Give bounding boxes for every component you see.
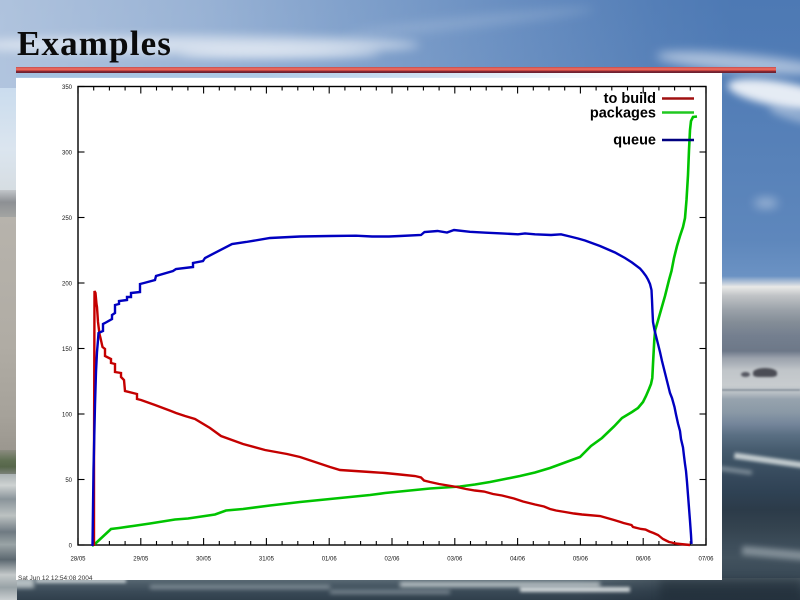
svg-text:250: 250	[62, 216, 73, 222]
svg-text:150: 150	[62, 347, 73, 353]
svg-text:0: 0	[69, 543, 73, 549]
svg-text:packages: packages	[590, 106, 656, 122]
svg-text:07/06: 07/06	[698, 557, 714, 563]
svg-text:29/05: 29/05	[133, 557, 149, 563]
svg-text:03/06: 03/06	[447, 557, 463, 563]
svg-text:06/06: 06/06	[636, 557, 652, 563]
svg-text:200: 200	[62, 281, 73, 287]
svg-text:28/05: 28/05	[70, 557, 86, 563]
svg-text:queue: queue	[613, 133, 656, 149]
svg-text:to build: to build	[604, 91, 656, 107]
svg-text:50: 50	[65, 478, 72, 484]
svg-text:05/06: 05/06	[573, 557, 589, 563]
svg-text:04/06: 04/06	[510, 557, 526, 563]
svg-text:Sat Jun 12 12:54:08 2004: Sat Jun 12 12:54:08 2004	[18, 575, 93, 582]
svg-text:30/05: 30/05	[196, 557, 212, 563]
svg-text:100: 100	[62, 412, 73, 418]
svg-text:02/06: 02/06	[384, 557, 400, 563]
svg-text:300: 300	[62, 150, 73, 156]
svg-text:31/05: 31/05	[259, 557, 275, 563]
svg-text:350: 350	[62, 85, 73, 91]
svg-text:01/06: 01/06	[322, 557, 338, 563]
